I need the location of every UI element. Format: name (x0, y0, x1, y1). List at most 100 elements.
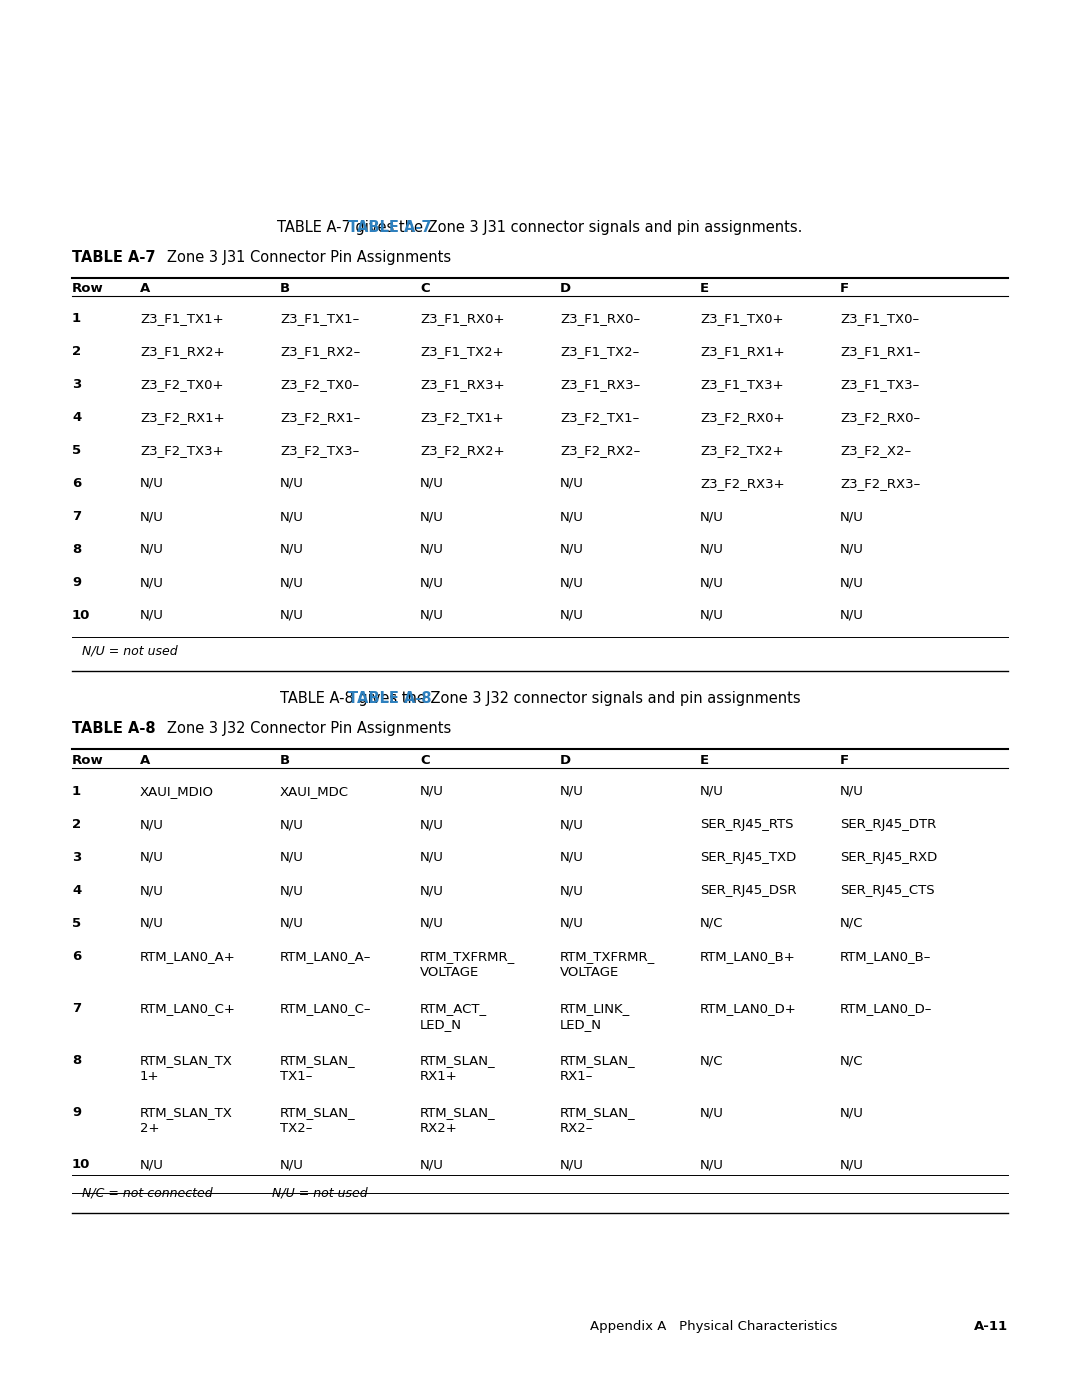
Text: RTM_SLAN_: RTM_SLAN_ (420, 1053, 496, 1067)
Text: 2+: 2+ (140, 1122, 160, 1134)
Text: TX2–: TX2– (280, 1122, 312, 1134)
Text: 4: 4 (72, 884, 81, 897)
Text: Z3_F2_RX0+: Z3_F2_RX0+ (700, 411, 784, 425)
Text: Zone 3 J31 Connector Pin Assignments: Zone 3 J31 Connector Pin Assignments (167, 250, 451, 265)
Text: N/C: N/C (840, 1053, 864, 1067)
Text: Z3_F2_RX0–: Z3_F2_RX0– (840, 411, 920, 425)
Text: N/U: N/U (561, 476, 584, 490)
Text: TABLE A-8 gives the Zone 3 J32 connector signals and pin assignments: TABLE A-8 gives the Zone 3 J32 connector… (280, 692, 800, 705)
Text: N/U: N/U (840, 543, 864, 556)
Text: Z3_F2_TX0–: Z3_F2_TX0– (280, 379, 360, 391)
Text: 2: 2 (72, 819, 81, 831)
Text: TX1–: TX1– (280, 1070, 312, 1083)
Text: 5: 5 (72, 444, 81, 457)
Text: RTM_LAN0_D–: RTM_LAN0_D– (840, 1002, 932, 1016)
Text: 8: 8 (72, 1053, 81, 1067)
Text: 7: 7 (72, 510, 81, 522)
Text: Z3_F2_RX3+: Z3_F2_RX3+ (700, 476, 785, 490)
Text: 6: 6 (72, 950, 81, 963)
Text: VOLTAGE: VOLTAGE (420, 965, 480, 979)
Text: RTM_TXFRMR_: RTM_TXFRMR_ (420, 950, 515, 963)
Text: 5: 5 (72, 916, 81, 930)
Text: N/U: N/U (561, 851, 584, 863)
Text: N/U: N/U (420, 576, 444, 590)
Text: N/U: N/U (140, 851, 164, 863)
Text: RTM_ACT_: RTM_ACT_ (420, 1002, 487, 1016)
Text: SER_RJ45_RXD: SER_RJ45_RXD (840, 851, 937, 863)
Text: N/U: N/U (561, 510, 584, 522)
Text: N/U: N/U (840, 1158, 864, 1171)
Text: TABLE A-7: TABLE A-7 (348, 219, 432, 235)
Text: N/U: N/U (561, 916, 584, 930)
Text: A-11: A-11 (974, 1320, 1008, 1333)
Text: N/U: N/U (140, 1158, 164, 1171)
Text: N/U: N/U (140, 543, 164, 556)
Text: N/U: N/U (140, 819, 164, 831)
Text: N/U: N/U (561, 819, 584, 831)
Text: N/U: N/U (840, 1106, 864, 1119)
Text: Z3_F2_TX2+: Z3_F2_TX2+ (700, 444, 784, 457)
Text: Z3_F1_RX2–: Z3_F1_RX2– (280, 345, 361, 358)
Text: TABLE A-7: TABLE A-7 (72, 250, 156, 265)
Text: Z3_F2_TX3–: Z3_F2_TX3– (280, 444, 360, 457)
Text: N/U: N/U (561, 785, 584, 798)
Text: RTM_SLAN_: RTM_SLAN_ (561, 1053, 636, 1067)
Text: N/U: N/U (420, 543, 444, 556)
Text: RTM_LAN0_C–: RTM_LAN0_C– (280, 1002, 372, 1016)
Text: N/U: N/U (840, 609, 864, 622)
Text: N/U: N/U (280, 609, 303, 622)
Text: N/U: N/U (140, 510, 164, 522)
Text: RTM_SLAN_: RTM_SLAN_ (420, 1106, 496, 1119)
Text: Appendix A   Physical Characteristics: Appendix A Physical Characteristics (590, 1320, 837, 1333)
Text: 9: 9 (72, 1106, 81, 1119)
Text: RTM_SLAN_: RTM_SLAN_ (280, 1053, 355, 1067)
Text: SER_RJ45_RTS: SER_RJ45_RTS (700, 819, 794, 831)
Text: Z3_F1_RX0–: Z3_F1_RX0– (561, 312, 640, 326)
Text: 4: 4 (72, 411, 81, 425)
Text: Z3_F1_RX3–: Z3_F1_RX3– (561, 379, 640, 391)
Text: RTM_LAN0_B+: RTM_LAN0_B+ (700, 950, 796, 963)
Text: N/C: N/C (840, 916, 864, 930)
Text: RX1–: RX1– (561, 1070, 593, 1083)
Text: 1: 1 (72, 785, 81, 798)
Text: N/U: N/U (280, 543, 303, 556)
Text: LED_N: LED_N (561, 1018, 602, 1031)
Text: N/U: N/U (280, 476, 303, 490)
Text: 1+: 1+ (140, 1070, 160, 1083)
Text: Z3_F1_RX1–: Z3_F1_RX1– (840, 345, 920, 358)
Text: N/U: N/U (140, 884, 164, 897)
Text: N/U: N/U (700, 1106, 724, 1119)
Text: N/U: N/U (840, 576, 864, 590)
Text: SER_RJ45_DTR: SER_RJ45_DTR (840, 819, 936, 831)
Text: N/U: N/U (420, 476, 444, 490)
Text: N/U: N/U (140, 576, 164, 590)
Text: N/U: N/U (280, 819, 303, 831)
Text: N/U: N/U (420, 916, 444, 930)
Text: N/U: N/U (561, 884, 584, 897)
Text: 10: 10 (72, 1158, 91, 1171)
Text: N/C: N/C (700, 1053, 724, 1067)
Text: N/U: N/U (420, 1158, 444, 1171)
Text: Z3_F1_TX3+: Z3_F1_TX3+ (700, 379, 784, 391)
Text: Z3_F2_TX1–: Z3_F2_TX1– (561, 411, 639, 425)
Text: N/U: N/U (561, 1158, 584, 1171)
Text: N/U: N/U (420, 819, 444, 831)
Text: Z3_F2_TX1+: Z3_F2_TX1+ (420, 411, 503, 425)
Text: N/U: N/U (561, 576, 584, 590)
Text: N/C = not connected: N/C = not connected (82, 1187, 213, 1200)
Text: Z3_F1_TX2+: Z3_F1_TX2+ (420, 345, 503, 358)
Text: TABLE A-7 gives the Zone 3 J31 connector signals and pin assignments.: TABLE A-7 gives the Zone 3 J31 connector… (278, 219, 802, 235)
Text: D: D (561, 282, 571, 295)
Text: N/U: N/U (420, 884, 444, 897)
Text: C: C (420, 282, 430, 295)
Text: N/U: N/U (561, 609, 584, 622)
Text: N/C: N/C (700, 916, 724, 930)
Text: Z3_F1_RX0+: Z3_F1_RX0+ (420, 312, 504, 326)
Text: SER_RJ45_CTS: SER_RJ45_CTS (840, 884, 934, 897)
Text: N/U: N/U (700, 1158, 724, 1171)
Text: 3: 3 (72, 379, 81, 391)
Text: C: C (420, 754, 430, 767)
Text: 1: 1 (72, 312, 81, 326)
Text: 2: 2 (72, 345, 81, 358)
Text: B: B (280, 282, 291, 295)
